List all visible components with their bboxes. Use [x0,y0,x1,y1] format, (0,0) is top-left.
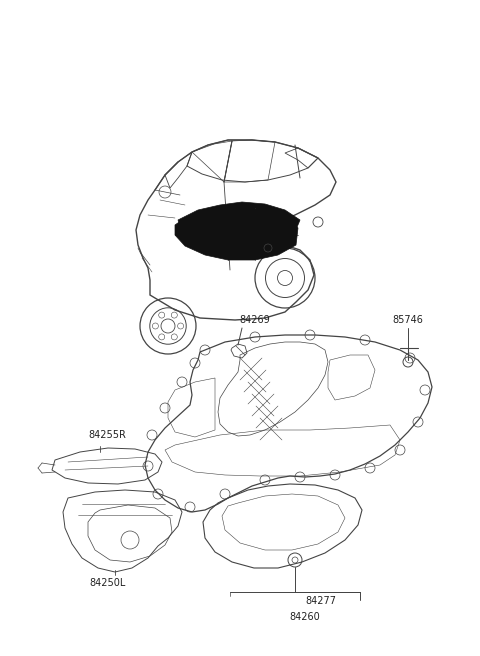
Text: 84277: 84277 [305,596,336,606]
Polygon shape [178,202,300,245]
Text: 84269: 84269 [240,315,270,325]
Text: 85746: 85746 [393,315,423,325]
Text: 84260: 84260 [289,612,320,622]
Text: 84250L: 84250L [90,578,126,588]
Text: 84255R: 84255R [88,430,126,440]
Polygon shape [175,208,298,260]
